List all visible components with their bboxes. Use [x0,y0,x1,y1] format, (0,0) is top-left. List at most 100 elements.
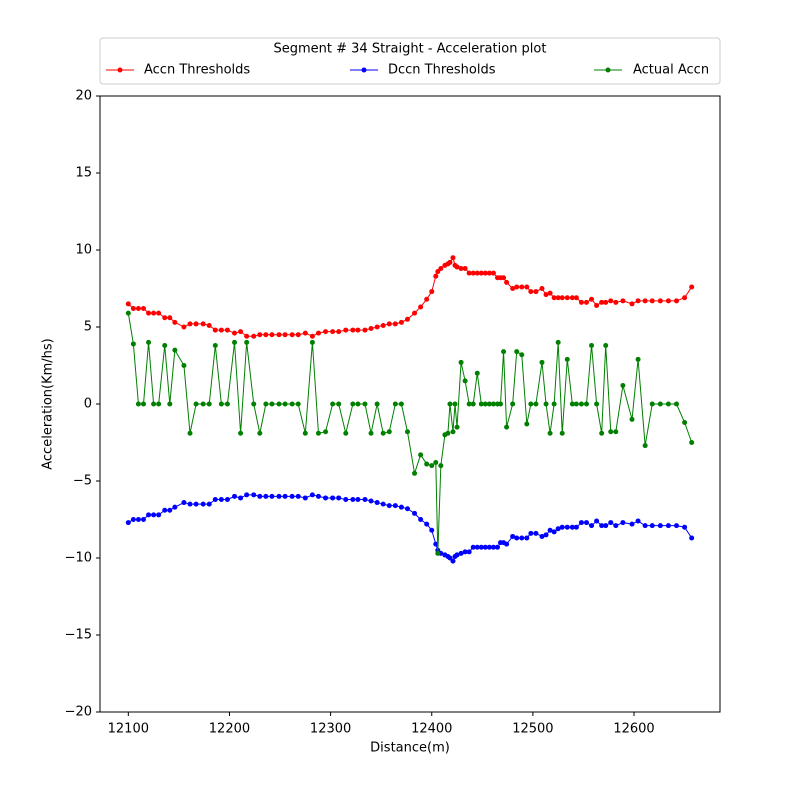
data-point [583,520,589,526]
data-point [478,401,484,407]
data-point [498,401,504,407]
legend-marker [117,67,123,73]
legend-marker [361,67,367,73]
legend-box [99,37,721,85]
data-point [263,332,269,338]
data-point [392,503,398,509]
data-point [336,495,342,501]
data-point [374,500,380,506]
data-point [564,295,570,301]
data-point [599,523,605,529]
data-point [151,401,157,407]
data-point [125,310,131,316]
data-point [309,492,315,498]
data-point [156,401,162,407]
data-point [689,535,695,541]
data-point [519,284,525,290]
data-point [452,401,458,407]
data-point [181,324,187,330]
data-point [146,339,152,345]
data-point [504,541,510,547]
data-point [573,524,579,530]
data-point [433,460,439,466]
data-point [474,544,480,550]
y-tick-label: −15 [65,628,92,643]
data-point [315,493,321,499]
data-point [193,401,199,407]
data-point [665,401,671,407]
data-point [528,530,534,536]
data-point [251,492,257,498]
data-point [482,270,488,276]
data-point [450,429,456,435]
data-point [519,535,525,541]
data-point [543,292,549,298]
data-point [135,517,141,522]
data-point [620,520,626,526]
data-point [559,295,565,301]
legend-title: Segment # 34 Straight - Acceleration plo… [274,42,547,57]
y-tick-label: 15 [75,166,92,181]
y-axis-label: Acceleration(Km/hs) [41,338,56,470]
data-point [156,310,162,316]
data-point [309,339,315,345]
data-point [238,329,244,335]
data-point [218,496,224,502]
data-point [682,524,688,530]
y-tick-label: 10 [75,243,92,258]
data-point [490,401,496,407]
data-point [551,401,557,407]
data-point [478,270,484,276]
data-point [232,330,238,336]
data-point [289,493,295,499]
data-point [543,532,549,538]
data-point [569,524,575,530]
data-point [350,496,356,502]
data-point [125,301,131,307]
data-point [657,298,663,304]
data-point [140,306,146,312]
data-point [355,401,361,407]
data-point [162,507,168,513]
data-point [181,363,187,368]
data-point [193,321,199,327]
data-point [355,327,361,333]
data-point [309,333,315,339]
data-point [682,295,688,301]
data-point [187,321,193,327]
data-point [539,533,545,539]
data-point [603,523,609,529]
data-point [462,265,468,271]
data-point [657,523,663,529]
data-point [289,401,295,407]
data-point [418,304,424,310]
data-point [486,401,492,407]
legend-label: Dccn Thresholds [388,63,496,78]
data-point [200,321,206,327]
data-point [323,429,329,435]
data-point [238,495,244,501]
data-point [559,430,565,436]
data-point [269,401,275,407]
data-point [665,523,671,529]
data-point [424,521,430,527]
data-point [474,370,480,376]
y-tick-label: −5 [73,474,92,489]
data-point [689,284,695,290]
data-point [486,270,492,276]
data-point [490,544,496,550]
data-point [528,289,534,295]
data-point [642,443,648,449]
data-point [238,430,244,436]
data-point [564,524,570,530]
data-point [501,275,507,281]
data-point [649,523,655,529]
data-point [674,298,680,304]
data-point [362,401,368,407]
data-point [458,359,464,365]
data-point [608,429,614,435]
legend-label: Accn Thresholds [144,63,250,78]
data-point [282,401,288,407]
data-point [524,535,530,541]
data-point [151,310,157,316]
